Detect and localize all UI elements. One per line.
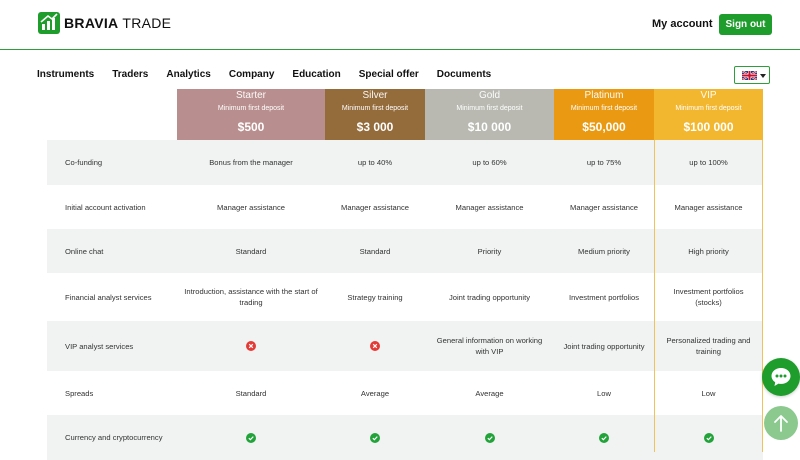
table-cell: up to 100% bbox=[689, 158, 728, 167]
plan-price: $10 000 bbox=[467, 120, 512, 134]
cross-icon bbox=[177, 321, 325, 371]
nav-item-company[interactable]: Company bbox=[228, 69, 275, 80]
plan-min-deposit-label: Minimum first deposit bbox=[341, 105, 409, 112]
row-label: Online chat bbox=[65, 246, 104, 256]
table-cell: Investment portfolios bbox=[568, 292, 640, 302]
plan-name: Silver bbox=[362, 90, 388, 101]
table-row: Initial account activation Manager assist… bbox=[47, 185, 763, 229]
chevron-down-icon bbox=[760, 74, 766, 78]
table-cell: up to 60% bbox=[472, 158, 507, 167]
arrow-up-icon bbox=[774, 415, 788, 432]
nav-item-education[interactable]: Education bbox=[292, 69, 341, 80]
nav-item-special-offer[interactable]: Special offer bbox=[358, 69, 419, 80]
plan-header-starter: Starter Minimum first deposit $500 bbox=[177, 89, 325, 140]
site-header: BRAVIA TRADE My account Sign out bbox=[0, 0, 800, 50]
plan-header-gold: Gold Minimum first deposit $10 000 bbox=[425, 89, 554, 140]
language-selector[interactable] bbox=[734, 66, 770, 84]
table-cell: up to 40% bbox=[357, 158, 393, 167]
vip-column-border bbox=[654, 140, 655, 452]
row-label: Financial analyst services bbox=[65, 292, 152, 302]
plan-name: Platinum bbox=[584, 90, 624, 101]
scroll-to-top-button[interactable] bbox=[764, 406, 798, 440]
main-nav: Instruments Traders Analytics Company Educat… bbox=[37, 69, 491, 80]
plan-header-silver: Silver Minimum first deposit $3 000 bbox=[325, 89, 425, 140]
logo-chart-icon bbox=[38, 12, 60, 34]
plan-name: VIP bbox=[700, 90, 717, 101]
table-row: Spreads Standard Average Average Low Low bbox=[47, 371, 763, 415]
row-label: Initial account activation bbox=[65, 202, 146, 212]
plan-min-deposit-label: Minimum first deposit bbox=[675, 105, 742, 112]
nav-item-analytics[interactable]: Analytics bbox=[166, 69, 211, 80]
table-row: Currency and cryptocurrency bbox=[47, 415, 763, 460]
plan-min-deposit-label: Minimum first deposit bbox=[570, 105, 638, 112]
table-cell: Manager assistance bbox=[217, 202, 285, 212]
plan-min-deposit-label: Minimum first deposit bbox=[217, 105, 285, 112]
row-label: Currency and cryptocurrency bbox=[65, 433, 163, 442]
table-cell: Manager assistance bbox=[341, 202, 409, 212]
chat-button[interactable] bbox=[762, 358, 800, 396]
table-cell: Personalized trading and training bbox=[666, 336, 751, 356]
row-label: Co-funding bbox=[65, 158, 103, 167]
nav-item-traders[interactable]: Traders bbox=[112, 69, 149, 80]
check-icon bbox=[425, 415, 554, 460]
table-row: VIP analyst services General information … bbox=[47, 321, 763, 371]
table-cell: Medium priority bbox=[578, 246, 630, 256]
check-icon bbox=[654, 415, 763, 460]
brand-name: BRAVIA TRADE bbox=[64, 15, 172, 31]
table-cell: up to 75% bbox=[586, 158, 622, 167]
plan-price: $3 000 bbox=[356, 120, 394, 134]
plan-header-platinum: Platinum Minimum first deposit $50,000 bbox=[554, 89, 654, 140]
plan-name: Gold bbox=[478, 90, 501, 101]
table-row: Financial analyst services Introduction, … bbox=[47, 273, 763, 321]
plan-price: $50,000 bbox=[582, 120, 626, 134]
table-cell: Strategy training bbox=[347, 292, 403, 302]
table-row: Online chat Standard Standard Priority Mediu… bbox=[47, 229, 763, 273]
table-cell: Bonus from the manager bbox=[209, 158, 293, 167]
plan-min-deposit-label: Minimum first deposit bbox=[456, 105, 523, 112]
chat-bubble-icon bbox=[771, 368, 791, 386]
table-cell: High priority bbox=[688, 246, 729, 256]
table-cell: General information on working with VIP bbox=[436, 336, 543, 356]
row-label: VIP analyst services bbox=[65, 341, 134, 351]
table-cell: Joint trading opportunity bbox=[448, 292, 531, 302]
table-cell: Joint trading opportunity bbox=[563, 341, 645, 351]
nav-item-instruments[interactable]: Instruments bbox=[37, 69, 95, 80]
check-icon bbox=[177, 415, 325, 460]
table-cell: Introduction, assistance with the start … bbox=[184, 287, 318, 307]
uk-flag-icon bbox=[742, 71, 757, 80]
my-account-link[interactable]: My account bbox=[652, 18, 713, 30]
plan-name: Starter bbox=[235, 90, 266, 101]
table-cell: Manager assistance bbox=[674, 202, 743, 212]
row-label: Spreads bbox=[65, 388, 94, 398]
table-row: Co-funding Bonus from the manager up to 40… bbox=[47, 140, 763, 185]
table-cell: Average bbox=[475, 388, 504, 398]
sign-out-button[interactable]: Sign out bbox=[719, 14, 772, 35]
table-cell: Priority bbox=[477, 246, 502, 256]
check-icon bbox=[325, 415, 425, 460]
plan-header-vip: VIP Minimum first deposit $100 000 bbox=[654, 89, 763, 140]
brand-logo[interactable]: BRAVIA TRADE bbox=[38, 12, 171, 34]
table-cell: Investment portfolios (stocks) bbox=[673, 287, 744, 307]
table-cell: Manager assistance bbox=[570, 202, 638, 212]
nav-item-documents[interactable]: Documents bbox=[436, 69, 492, 80]
vip-column-border bbox=[762, 140, 763, 452]
check-icon bbox=[554, 415, 654, 460]
cross-icon bbox=[325, 321, 425, 371]
table-cell: Low bbox=[701, 388, 716, 398]
table-cell: Standard bbox=[235, 388, 267, 398]
table-cell: Standard bbox=[359, 246, 391, 256]
table-cell: Average bbox=[360, 388, 390, 398]
plan-price: $100 000 bbox=[683, 120, 734, 134]
table-cell: Standard bbox=[235, 246, 267, 256]
plan-price: $500 bbox=[237, 120, 265, 134]
table-cell: Manager assistance bbox=[455, 202, 524, 212]
table-cell: Low bbox=[597, 388, 611, 398]
